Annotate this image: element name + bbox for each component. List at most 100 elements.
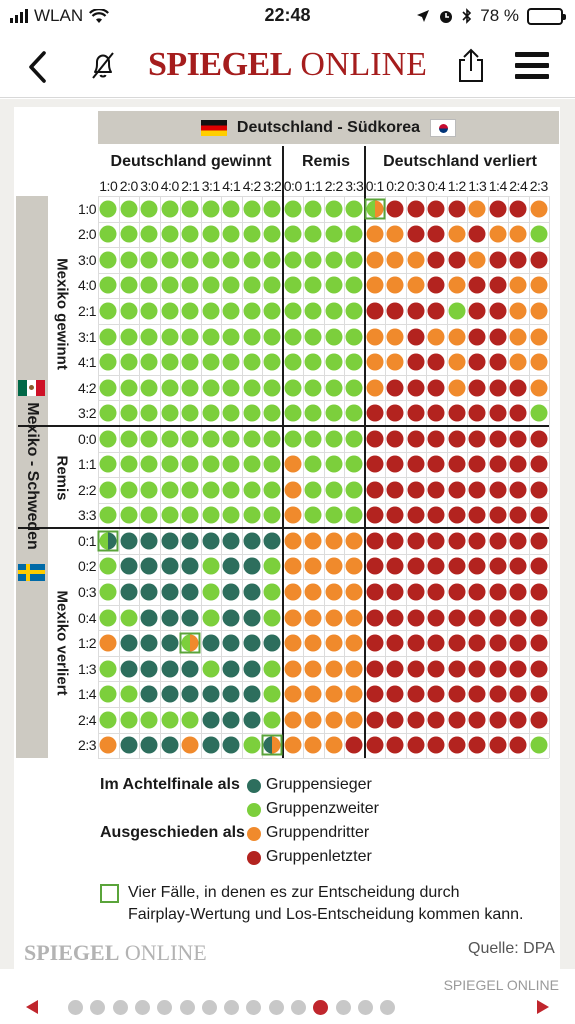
outcome-dot [427,711,445,729]
previous-arrow-icon[interactable] [26,1000,38,1014]
side-title-bar [16,196,48,758]
col-label: 1:3 [468,178,487,194]
outcome-dot [140,634,158,652]
outcome-dot [509,251,527,269]
page-dot[interactable] [335,1000,351,1015]
page-dot[interactable] [268,1000,284,1015]
outcome-dot [243,532,261,550]
outcome-dot [161,276,179,294]
notification-button[interactable] [86,48,120,82]
outcome-dot [407,455,425,473]
outcome-dot [222,736,240,754]
page-dot[interactable] [291,1000,306,1015]
outcome-dot [530,430,548,448]
page-dot[interactable] [313,1000,329,1015]
grid-line [98,553,549,555]
outcome-dot [530,200,548,218]
outcome-dot [489,353,507,371]
highlight-box [97,530,119,552]
outcome-dot [181,609,199,627]
outcome-dot [530,455,548,473]
outcome-dot [448,302,466,320]
outcome-dot [468,660,486,678]
row-label: 1:2 [78,635,96,652]
col-label: 1:0 [99,178,118,194]
outcome-dot [468,404,486,422]
outcome-dot [366,430,384,448]
page-dot[interactable] [224,1000,240,1015]
outcome-dot [489,430,507,448]
outcome-dot [325,583,343,601]
row-label: 0:3 [78,584,96,601]
page-dot[interactable] [112,1000,128,1015]
row-group-label: Mexiko verliert [53,590,71,696]
outcome-dot [202,379,220,397]
page-dot[interactable] [68,1000,83,1015]
page-dot[interactable] [246,1000,262,1015]
outcome-dot [325,736,343,754]
col-label: 0:3 [406,178,425,194]
outcome-dot [530,583,548,601]
footer-logo-light: ONLINE [124,940,207,965]
back-button[interactable] [26,44,48,92]
outcome-dot [140,328,158,346]
outcome-dot [345,430,363,448]
legend-zweiter: Gruppenzweiter [266,800,379,817]
spiegel-online-logo[interactable]: SPIEGEL ONLINE [148,46,427,84]
outcome-dot [448,660,466,678]
outcome-dot [366,711,384,729]
outcome-dot [99,481,117,499]
outcome-dot [304,506,322,524]
outcome-dot [509,506,527,524]
outcome-dot [284,353,302,371]
outcome-dot [284,685,302,703]
outcome-dot [386,736,404,754]
outcome-dot [263,225,281,243]
outcome-dot [161,506,179,524]
outcome-dot [325,609,343,627]
outcome-dot [386,455,404,473]
outcome-dot [222,634,240,652]
page-dot[interactable] [157,1000,173,1015]
outcome-dot [427,251,445,269]
outcome-dot [386,711,404,729]
outcome-dot [325,379,343,397]
col-group-label: Remis [301,153,351,170]
outcome-dot [161,455,179,473]
page-dot[interactable] [201,1000,217,1015]
outcome-dot [202,404,220,422]
credit-label: SPIEGEL ONLINE [443,977,559,993]
outcome-dot [120,609,138,627]
page-dot[interactable] [357,1000,373,1015]
outcome-dot [181,328,199,346]
share-button[interactable] [454,47,488,83]
mexico-flag-icon [18,380,45,396]
outcome-dot [263,532,281,550]
next-arrow-icon[interactable] [537,1000,549,1014]
outcome-dot [530,353,548,371]
legend-note-line2: Fairplay-Wertung und Los-Entscheidung ko… [128,906,524,923]
outcome-dot [345,609,363,627]
outcome-dot [366,506,384,524]
outcome-dot [140,532,158,550]
group-separator [281,146,284,759]
menu-button[interactable] [515,52,549,80]
outcome-dot [263,481,281,499]
col-label: 2:1 [181,178,200,194]
outcome-dot [140,583,158,601]
outcome-dot [489,455,507,473]
outcome-dot [325,532,343,550]
outcome-dot [468,634,486,652]
page-dot[interactable] [90,1000,106,1015]
outcome-dot [161,634,179,652]
page-dot[interactable] [134,1000,150,1015]
outcome-dot [448,583,466,601]
page-dot[interactable] [179,1000,195,1015]
outcome-dot [345,557,363,575]
outcome-dot [140,276,158,294]
page-dot[interactable] [380,1000,396,1015]
outcome-dot [202,506,220,524]
outcome-dot [304,711,322,729]
outcome-dot [120,353,138,371]
outcome-dot [448,251,466,269]
